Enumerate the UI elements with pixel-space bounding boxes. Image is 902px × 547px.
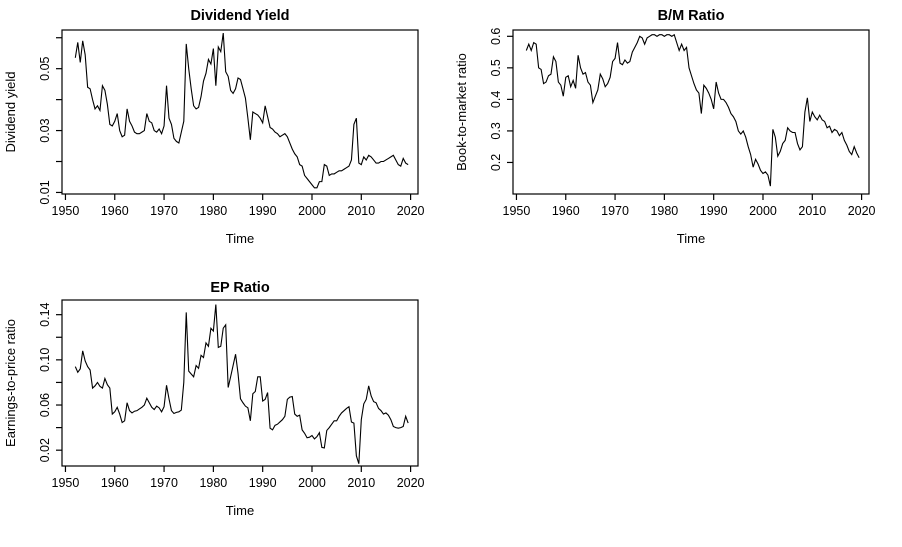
ep-ratio-x-tick-label: 2000: [298, 476, 326, 490]
dividend-yield-y-tick-label: 0.01: [38, 180, 52, 204]
panel-dividend-yield: Dividend Yield 1950 1960 1970 1980 1990 2000 20…: [3, 8, 425, 246]
dividend-yield-y-tick-label: 0.03: [38, 118, 52, 142]
bm-ratio-x-tick-label: 1980: [650, 204, 678, 218]
dividend-yield-x-tick-label: 2010: [347, 204, 375, 218]
panel-ep-ratio: EP Ratio 1950 1960 1970 1980 1990 2000 2010 2020…: [3, 280, 425, 518]
dividend-yield-y-tick-label: 0.05: [38, 56, 52, 80]
dividend-yield-x-tick-label: 1980: [199, 204, 227, 218]
ep-ratio-x-tick-label: 1990: [249, 476, 277, 490]
bm-ratio-x-tick-label: 2010: [798, 204, 826, 218]
panel-bm-ratio: B/M Ratio 1950 1960 1970 1980 1990 2000 2010 202…: [454, 8, 876, 246]
bm-ratio-title: B/M Ratio: [658, 8, 725, 24]
bm-ratio-y-tick-label: 0.2: [489, 154, 503, 171]
ep-ratio-x-tick-label: 1970: [150, 476, 178, 490]
dividend-yield-plot-box: [61, 29, 419, 195]
ep-ratio-xlabel: Time: [226, 503, 254, 518]
dividend-yield-x-tick-label: 2000: [298, 204, 326, 218]
ep-ratio-x-tick-label: 2010: [347, 476, 375, 490]
bm-ratio-plot-box: [512, 29, 870, 195]
dividend-yield-x-tick-label: 2020: [397, 204, 425, 218]
ep-ratio-line: [74, 304, 409, 464]
ep-ratio-y-tick-label: 0.10: [38, 348, 52, 372]
ep-ratio-x-tick-label: 1960: [101, 476, 129, 490]
ep-ratio-x-tick-label: 2020: [397, 476, 425, 490]
bm-ratio-y-tick-label: 0.5: [489, 59, 503, 76]
dividend-yield-ylabel: Dividend yield: [3, 72, 18, 153]
bm-ratio-y-tick-label: 0.4: [489, 91, 503, 108]
ep-ratio-title: EP Ratio: [210, 280, 270, 296]
bm-ratio-x-tick-label: 1970: [601, 204, 629, 218]
dividend-yield-x-tick-label: 1950: [52, 204, 80, 218]
bm-ratio-x-tick-label: 2000: [749, 204, 777, 218]
bm-ratio-ylabel: Book-to-market ratio: [454, 53, 469, 171]
ep-ratio-y-tick-label: 0.02: [38, 438, 52, 462]
ep-ratio-x-tick-label: 1980: [199, 476, 227, 490]
dividend-yield-xlabel: Time: [226, 231, 254, 246]
dividend-yield-title: Dividend Yield: [190, 8, 289, 24]
ep-ratio-y-tick-label: 0.06: [38, 393, 52, 417]
bm-ratio-x-tick-label: 1950: [503, 204, 531, 218]
bm-ratio-x-tick-label: 1990: [700, 204, 728, 218]
bm-ratio-x-tick-label: 2020: [848, 204, 876, 218]
ep-ratio-y-tick-label: 0.14: [38, 302, 52, 326]
bm-ratio-line: [525, 33, 860, 187]
dividend-yield-x-tick-label: 1960: [101, 204, 129, 218]
dividend-yield-line: [74, 33, 409, 189]
bm-ratio-x-tick-label: 1960: [552, 204, 580, 218]
bm-ratio-y-tick-label: 0.6: [489, 28, 503, 45]
bm-ratio-xlabel: Time: [677, 231, 705, 246]
dividend-yield-x-tick-label: 1970: [150, 204, 178, 218]
bm-ratio-y-tick-label: 0.3: [489, 122, 503, 139]
dividend-yield-x-tick-label: 1990: [249, 204, 277, 218]
ep-ratio-plot-box: [61, 299, 419, 467]
ep-ratio-x-tick-label: 1950: [52, 476, 80, 490]
ep-ratio-ylabel: Earnings-to-price ratio: [3, 319, 18, 447]
